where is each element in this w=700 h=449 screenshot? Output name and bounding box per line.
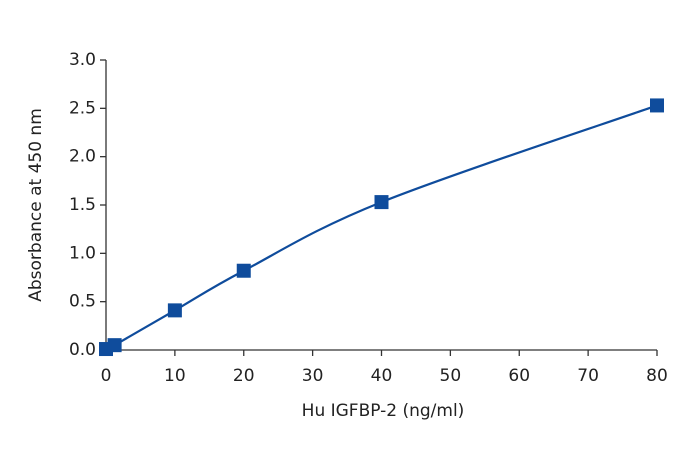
y-tick-label: 1.5 bbox=[69, 195, 96, 215]
data-point bbox=[236, 263, 251, 278]
fit-line bbox=[105, 104, 658, 351]
x-tick-label: 30 bbox=[302, 366, 324, 386]
data-point bbox=[107, 338, 122, 353]
x-tick-label: 70 bbox=[577, 366, 599, 386]
x-tick-label: 40 bbox=[371, 366, 393, 386]
y-tick-label: 2.5 bbox=[69, 98, 96, 118]
x-tick-label: 10 bbox=[164, 366, 186, 386]
data-point bbox=[650, 98, 664, 113]
y-tick-label: 1.0 bbox=[69, 243, 96, 263]
data-point bbox=[167, 303, 182, 318]
x-tick-label: 50 bbox=[440, 366, 462, 386]
y-tick-label: 0.0 bbox=[69, 340, 96, 360]
x-axis-label: Hu IGFBP-2 (ng/ml) bbox=[302, 401, 465, 421]
x-tick-label: 60 bbox=[508, 366, 530, 386]
y-tick-label: 0.5 bbox=[69, 292, 96, 312]
x-tick-label: 20 bbox=[233, 366, 255, 386]
y-tick-label: 3.0 bbox=[69, 50, 96, 70]
x-tick-label: 0 bbox=[101, 366, 112, 386]
x-tick-label: 80 bbox=[646, 366, 668, 386]
y-axis-label: Absorbance at 450 nm bbox=[26, 108, 46, 302]
data-point bbox=[374, 195, 389, 210]
y-tick-label: 2.0 bbox=[69, 147, 96, 167]
